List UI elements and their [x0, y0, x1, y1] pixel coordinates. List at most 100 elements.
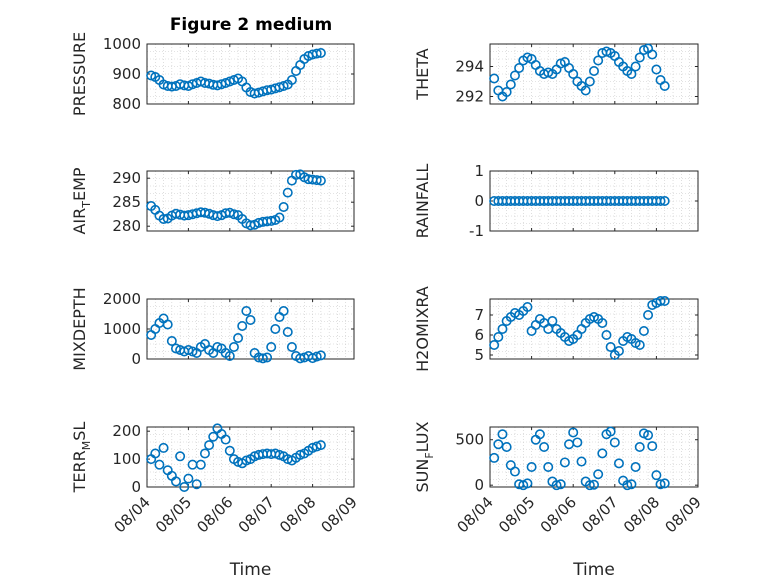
- y-axis-label: RAINFALL: [413, 164, 432, 239]
- data-point: [274, 212, 285, 223]
- y-tick-label: 0: [131, 350, 141, 368]
- x-tick-label: 08/08: [276, 493, 319, 536]
- y-tick-label: 1000: [103, 35, 141, 53]
- data-point: [266, 341, 277, 352]
- subplot: -1 0 1 RAINFALL: [413, 162, 699, 240]
- data-point: [199, 448, 210, 459]
- data-point: [559, 457, 570, 468]
- data-point: [534, 429, 545, 440]
- y-axis-label: THETA: [413, 48, 432, 100]
- data-point: [659, 196, 670, 207]
- data-point: [572, 437, 583, 448]
- data-point: [651, 470, 662, 481]
- x-axis-label: Time: [229, 560, 272, 580]
- data-point: [158, 214, 169, 225]
- data-point: [522, 301, 533, 312]
- data-point: [593, 469, 604, 480]
- data-point: [539, 441, 550, 452]
- data-point: [228, 209, 239, 220]
- data-point: [522, 478, 533, 489]
- data-point: [183, 473, 194, 484]
- data-point: [568, 427, 579, 438]
- data-point: [651, 64, 662, 75]
- data-point: [278, 305, 289, 316]
- data-point: [262, 352, 273, 363]
- data-point: [175, 451, 186, 462]
- data-point: [204, 440, 215, 451]
- data-point: [150, 448, 161, 459]
- data-point: [613, 345, 624, 356]
- y-tick-label: 292: [455, 88, 484, 106]
- subplot: 280 285 290 AIRTEMP: [70, 167, 355, 235]
- data-point: [580, 85, 591, 96]
- data-point: [514, 62, 525, 73]
- data-point: [497, 429, 508, 440]
- axes-background: [147, 299, 354, 359]
- y-tick-label: 0: [131, 478, 141, 496]
- subplot: 800 900 1000 PRESSURE: [70, 32, 355, 116]
- data-point: [286, 341, 297, 352]
- subplot: 5 6 7 H2OMIXRA: [413, 286, 699, 372]
- axes-frame: [489, 43, 699, 105]
- x-tick-label: 08/05: [495, 493, 538, 536]
- y-tick-label: 0: [474, 476, 484, 494]
- data-point: [315, 47, 326, 58]
- y-axis-label: H2OMIXRA: [413, 286, 432, 372]
- data-point: [489, 339, 500, 350]
- data-point: [311, 351, 322, 362]
- y-axis-label: AIRTEMP: [70, 167, 93, 234]
- data-point: [655, 196, 666, 207]
- data-point: [489, 452, 500, 463]
- x-tick-label: 08/06: [537, 493, 580, 536]
- data-point: [489, 73, 500, 84]
- y-tick-label: 900: [112, 65, 141, 83]
- y-tick-label: 0: [474, 192, 484, 210]
- data-point: [315, 350, 326, 361]
- data-point: [228, 341, 239, 352]
- data-point: [501, 87, 512, 98]
- y-tick-label: 290: [112, 169, 141, 187]
- x-tick-label: 08/08: [620, 493, 663, 536]
- data-point: [588, 479, 599, 490]
- data-point: [191, 479, 202, 490]
- y-tick-label: 100: [112, 450, 141, 468]
- y-tick-label: 6: [474, 326, 484, 344]
- y-tick-label: 800: [112, 95, 141, 113]
- data-point: [270, 323, 281, 334]
- data-point: [638, 325, 649, 336]
- data-point: [166, 335, 177, 346]
- data-point: [626, 69, 637, 80]
- data-point: [220, 434, 231, 445]
- y-axis-label: SUNFLUX: [413, 421, 436, 492]
- data-point: [282, 326, 293, 337]
- y-tick-label: 200: [112, 422, 141, 440]
- data-point: [634, 339, 645, 350]
- data-point: [576, 456, 587, 467]
- x-tick-label: 08/05: [152, 493, 195, 536]
- data-point: [497, 323, 508, 334]
- y-tick-label: 500: [455, 431, 484, 449]
- data-point: [613, 458, 624, 469]
- y-tick-label: 285: [112, 193, 141, 211]
- data-point: [505, 79, 516, 90]
- data-point: [584, 480, 595, 491]
- figure-title: Figure 2 medium: [170, 15, 332, 35]
- data-point: [278, 202, 289, 213]
- x-tick-label: 08/04: [454, 493, 497, 536]
- x-tick-label: 08/09: [662, 493, 705, 536]
- data-point: [315, 175, 326, 186]
- axes-frame: [489, 298, 699, 360]
- data-point: [233, 332, 244, 343]
- data-point: [195, 459, 206, 470]
- y-tick-label: -1: [469, 222, 484, 240]
- x-tick-label: 08/04: [111, 493, 154, 536]
- y-tick-label: 1: [474, 162, 484, 180]
- data-point: [501, 441, 512, 452]
- data-point: [584, 76, 595, 87]
- data-point: [643, 430, 654, 441]
- data-point: [634, 52, 645, 63]
- data-point: [659, 295, 670, 306]
- data-point: [266, 215, 277, 226]
- data-point: [647, 441, 658, 452]
- data-point: [311, 441, 322, 452]
